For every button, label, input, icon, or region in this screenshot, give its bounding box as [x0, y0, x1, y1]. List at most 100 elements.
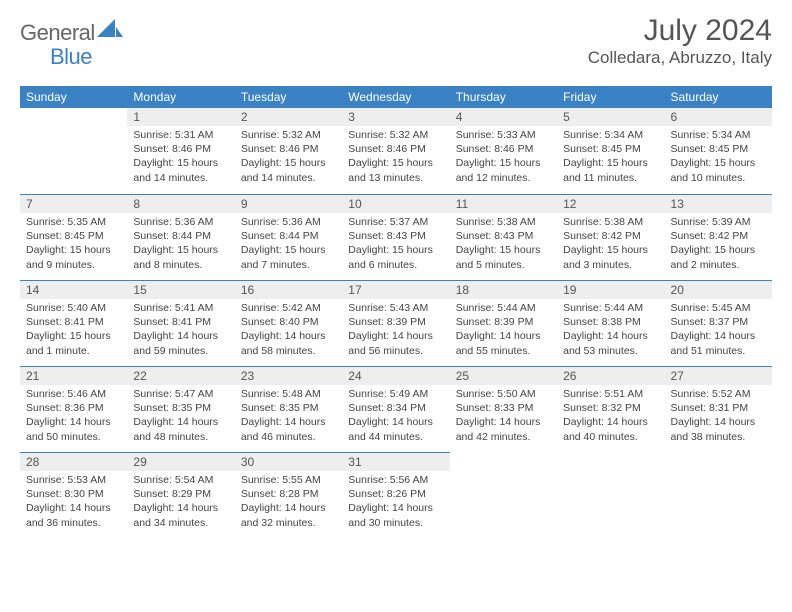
sunrise-text: Sunrise: 5:53 AM: [26, 473, 121, 487]
day-number: 5: [557, 108, 664, 126]
calendar-week-row: 28Sunrise: 5:53 AMSunset: 8:30 PMDayligh…: [20, 452, 772, 538]
day-details: Sunrise: 5:45 AMSunset: 8:37 PMDaylight:…: [665, 299, 772, 362]
sunrise-text: Sunrise: 5:38 AM: [563, 215, 658, 229]
day-details: Sunrise: 5:37 AMSunset: 8:43 PMDaylight:…: [342, 213, 449, 276]
calendar-day-cell: 22Sunrise: 5:47 AMSunset: 8:35 PMDayligh…: [127, 366, 234, 452]
calendar-day-cell: 29Sunrise: 5:54 AMSunset: 8:29 PMDayligh…: [127, 452, 234, 538]
day-details: Sunrise: 5:56 AMSunset: 8:26 PMDaylight:…: [342, 471, 449, 534]
daylight-text: Daylight: 14 hours and 34 minutes.: [133, 501, 228, 529]
daylight-text: Daylight: 14 hours and 50 minutes.: [26, 415, 121, 443]
sunset-text: Sunset: 8:45 PM: [671, 142, 766, 156]
day-number: 15: [127, 280, 234, 299]
calendar-day-cell: 27Sunrise: 5:52 AMSunset: 8:31 PMDayligh…: [665, 366, 772, 452]
weekday-header: Friday: [557, 86, 664, 108]
sunset-text: Sunset: 8:35 PM: [241, 401, 336, 415]
day-details: Sunrise: 5:42 AMSunset: 8:40 PMDaylight:…: [235, 299, 342, 362]
day-number: 9: [235, 194, 342, 213]
day-details: Sunrise: 5:48 AMSunset: 8:35 PMDaylight:…: [235, 385, 342, 448]
sunset-text: Sunset: 8:43 PM: [456, 229, 551, 243]
sunset-text: Sunset: 8:42 PM: [563, 229, 658, 243]
calendar-day-cell: 1Sunrise: 5:31 AMSunset: 8:46 PMDaylight…: [127, 108, 234, 194]
daylight-text: Daylight: 15 hours and 14 minutes.: [133, 156, 228, 184]
day-details: Sunrise: 5:55 AMSunset: 8:28 PMDaylight:…: [235, 471, 342, 534]
calendar-day-cell: 4Sunrise: 5:33 AMSunset: 8:46 PMDaylight…: [450, 108, 557, 194]
day-number: 20: [665, 280, 772, 299]
logo-text-general: General: [20, 20, 95, 46]
calendar-day-cell: 20Sunrise: 5:45 AMSunset: 8:37 PMDayligh…: [665, 280, 772, 366]
day-number: [450, 452, 557, 471]
sunset-text: Sunset: 8:45 PM: [563, 142, 658, 156]
day-details: Sunrise: 5:36 AMSunset: 8:44 PMDaylight:…: [235, 213, 342, 276]
sunset-text: Sunset: 8:30 PM: [26, 487, 121, 501]
sunset-text: Sunset: 8:46 PM: [348, 142, 443, 156]
day-number: 4: [450, 108, 557, 126]
day-details: Sunrise: 5:40 AMSunset: 8:41 PMDaylight:…: [20, 299, 127, 362]
daylight-text: Daylight: 14 hours and 42 minutes.: [456, 415, 551, 443]
day-details: Sunrise: 5:46 AMSunset: 8:36 PMDaylight:…: [20, 385, 127, 448]
day-details: Sunrise: 5:43 AMSunset: 8:39 PMDaylight:…: [342, 299, 449, 362]
day-number: [557, 452, 664, 471]
sunset-text: Sunset: 8:39 PM: [348, 315, 443, 329]
sunrise-text: Sunrise: 5:48 AM: [241, 387, 336, 401]
sunrise-text: Sunrise: 5:54 AM: [133, 473, 228, 487]
calendar-week-row: 7Sunrise: 5:35 AMSunset: 8:45 PMDaylight…: [20, 194, 772, 280]
calendar-day-cell: 7Sunrise: 5:35 AMSunset: 8:45 PMDaylight…: [20, 194, 127, 280]
sunrise-text: Sunrise: 5:35 AM: [26, 215, 121, 229]
daylight-text: Daylight: 14 hours and 53 minutes.: [563, 329, 658, 357]
day-details: Sunrise: 5:44 AMSunset: 8:38 PMDaylight:…: [557, 299, 664, 362]
daylight-text: Daylight: 15 hours and 13 minutes.: [348, 156, 443, 184]
daylight-text: Daylight: 15 hours and 9 minutes.: [26, 243, 121, 271]
day-number: 7: [20, 194, 127, 213]
sunset-text: Sunset: 8:38 PM: [563, 315, 658, 329]
day-number: 3: [342, 108, 449, 126]
weekday-header: Thursday: [450, 86, 557, 108]
daylight-text: Daylight: 14 hours and 36 minutes.: [26, 501, 121, 529]
calendar-day-cell: 23Sunrise: 5:48 AMSunset: 8:35 PMDayligh…: [235, 366, 342, 452]
daylight-text: Daylight: 14 hours and 30 minutes.: [348, 501, 443, 529]
sunrise-text: Sunrise: 5:39 AM: [671, 215, 766, 229]
daylight-text: Daylight: 15 hours and 5 minutes.: [456, 243, 551, 271]
day-number: 11: [450, 194, 557, 213]
calendar-day-cell: 9Sunrise: 5:36 AMSunset: 8:44 PMDaylight…: [235, 194, 342, 280]
sunrise-text: Sunrise: 5:46 AM: [26, 387, 121, 401]
day-number: 31: [342, 452, 449, 471]
day-details: Sunrise: 5:51 AMSunset: 8:32 PMDaylight:…: [557, 385, 664, 448]
daylight-text: Daylight: 14 hours and 51 minutes.: [671, 329, 766, 357]
calendar-day-cell: 2Sunrise: 5:32 AMSunset: 8:46 PMDaylight…: [235, 108, 342, 194]
calendar-day-cell: [450, 452, 557, 538]
daylight-text: Daylight: 15 hours and 8 minutes.: [133, 243, 228, 271]
sunset-text: Sunset: 8:44 PM: [241, 229, 336, 243]
sunrise-text: Sunrise: 5:38 AM: [456, 215, 551, 229]
sunset-text: Sunset: 8:34 PM: [348, 401, 443, 415]
sunset-text: Sunset: 8:31 PM: [671, 401, 766, 415]
calendar-day-cell: 21Sunrise: 5:46 AMSunset: 8:36 PMDayligh…: [20, 366, 127, 452]
calendar-week-row: 21Sunrise: 5:46 AMSunset: 8:36 PMDayligh…: [20, 366, 772, 452]
day-details: Sunrise: 5:54 AMSunset: 8:29 PMDaylight:…: [127, 471, 234, 534]
sunset-text: Sunset: 8:28 PM: [241, 487, 336, 501]
sunset-text: Sunset: 8:46 PM: [241, 142, 336, 156]
day-number: 1: [127, 108, 234, 126]
sunrise-text: Sunrise: 5:32 AM: [241, 128, 336, 142]
sunset-text: Sunset: 8:36 PM: [26, 401, 121, 415]
day-number: 16: [235, 280, 342, 299]
day-details: Sunrise: 5:36 AMSunset: 8:44 PMDaylight:…: [127, 213, 234, 276]
daylight-text: Daylight: 15 hours and 7 minutes.: [241, 243, 336, 271]
day-number: 18: [450, 280, 557, 299]
daylight-text: Daylight: 14 hours and 59 minutes.: [133, 329, 228, 357]
day-number: 24: [342, 366, 449, 385]
daylight-text: Daylight: 14 hours and 32 minutes.: [241, 501, 336, 529]
day-number: 30: [235, 452, 342, 471]
day-number: 10: [342, 194, 449, 213]
sunrise-text: Sunrise: 5:44 AM: [563, 301, 658, 315]
daylight-text: Daylight: 14 hours and 55 minutes.: [456, 329, 551, 357]
sunset-text: Sunset: 8:32 PM: [563, 401, 658, 415]
sunrise-text: Sunrise: 5:51 AM: [563, 387, 658, 401]
day-number: 13: [665, 194, 772, 213]
day-details: Sunrise: 5:41 AMSunset: 8:41 PMDaylight:…: [127, 299, 234, 362]
day-details: Sunrise: 5:49 AMSunset: 8:34 PMDaylight:…: [342, 385, 449, 448]
day-details: Sunrise: 5:50 AMSunset: 8:33 PMDaylight:…: [450, 385, 557, 448]
sunrise-text: Sunrise: 5:55 AM: [241, 473, 336, 487]
sunrise-text: Sunrise: 5:52 AM: [671, 387, 766, 401]
sunrise-text: Sunrise: 5:37 AM: [348, 215, 443, 229]
day-details: Sunrise: 5:32 AMSunset: 8:46 PMDaylight:…: [342, 126, 449, 189]
